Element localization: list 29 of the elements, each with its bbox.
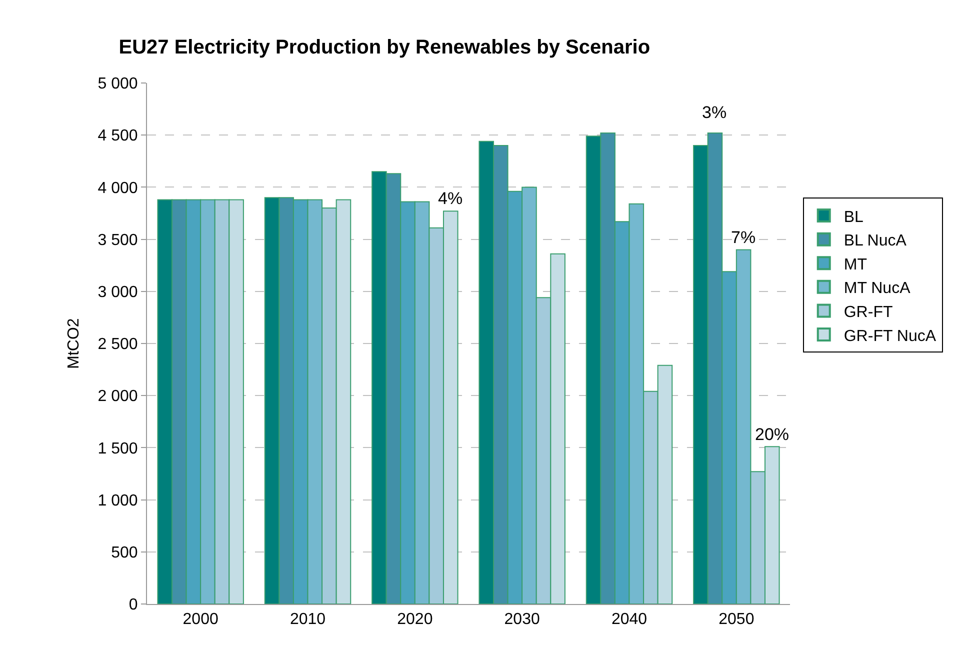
y-tick-label: 3 500 xyxy=(98,232,138,249)
legend-label: MT NucA xyxy=(844,280,911,298)
x-tick-label: 2010 xyxy=(290,611,326,628)
y-tick-label: 5 000 xyxy=(98,76,138,93)
legend-label: GR-FT NucA xyxy=(844,328,936,345)
legend-label: BL NucA xyxy=(844,232,907,250)
y-tick-label: 2 000 xyxy=(98,388,138,406)
x-tick-label: 2040 xyxy=(611,611,648,628)
x-tick-label: 2030 xyxy=(504,611,540,628)
chart-title: EU27 Electricity Production by Renewables by Scenario xyxy=(118,36,650,58)
y-tick-label: 0 xyxy=(128,596,138,614)
y-tick-label: 4 500 xyxy=(98,128,138,145)
y-tick-label: 4 000 xyxy=(98,180,138,197)
legend-label: BL xyxy=(844,208,864,226)
y-tick-label: 1 000 xyxy=(98,492,138,510)
annotation: 20% xyxy=(755,425,790,444)
y-tick-label: 500 xyxy=(111,544,138,562)
y-tick-label: 2 500 xyxy=(98,336,138,354)
y-tick-label: 1 500 xyxy=(98,440,138,458)
x-tick-label: 2020 xyxy=(397,611,433,628)
annotation: 7% xyxy=(731,228,756,247)
legend-label: MT xyxy=(844,256,868,274)
annotation: 4% xyxy=(438,189,463,208)
x-tick-label: 2050 xyxy=(718,611,754,628)
legend-label: GR-FT xyxy=(844,304,893,321)
annotation: 3% xyxy=(702,103,727,122)
y-axis-title: MtCO2 xyxy=(66,318,83,369)
x-tick-label: 2000 xyxy=(182,611,218,628)
y-tick-label: 3 000 xyxy=(98,284,138,301)
